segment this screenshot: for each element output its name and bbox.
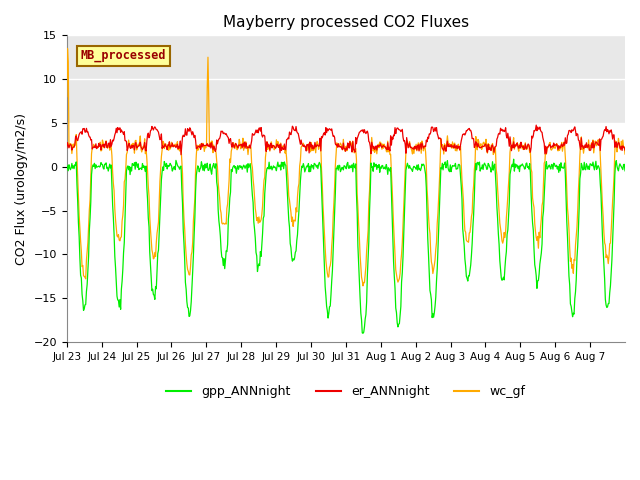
Y-axis label: CO2 Flux (urology/m2/s): CO2 Flux (urology/m2/s) <box>15 113 28 264</box>
Bar <box>67 36 625 123</box>
Title: Mayberry processed CO2 Fluxes: Mayberry processed CO2 Fluxes <box>223 15 469 30</box>
Text: MB_processed: MB_processed <box>81 49 166 62</box>
Legend: gpp_ANNnight, er_ANNnight, wc_gf: gpp_ANNnight, er_ANNnight, wc_gf <box>161 380 531 403</box>
